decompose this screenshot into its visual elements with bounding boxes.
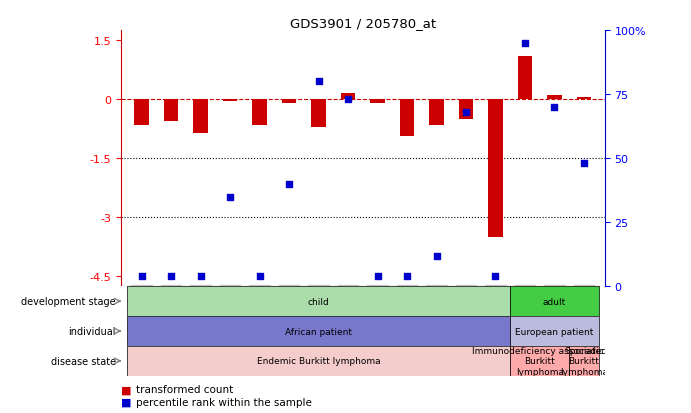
- Bar: [510, 287, 598, 316]
- Bar: [518, 57, 532, 100]
- Bar: [127, 287, 510, 316]
- Text: ■: ■: [121, 397, 135, 407]
- Point: [225, 194, 236, 200]
- Point: [490, 273, 501, 280]
- Bar: [127, 346, 510, 376]
- Bar: [282, 100, 296, 104]
- Bar: [399, 100, 415, 137]
- Text: ■: ■: [121, 385, 135, 394]
- Point: [254, 273, 265, 280]
- Text: Immunodeficiency associated
Burkitt
lymphoma: Immunodeficiency associated Burkitt lymp…: [472, 346, 607, 376]
- Text: European patient: European patient: [515, 327, 594, 336]
- Point: [549, 104, 560, 111]
- Point: [166, 273, 177, 280]
- Text: transformed count: transformed count: [136, 385, 234, 394]
- Bar: [311, 100, 326, 127]
- Point: [460, 109, 471, 116]
- Point: [136, 273, 147, 280]
- Text: African patient: African patient: [285, 327, 352, 336]
- Bar: [569, 346, 598, 376]
- Point: [372, 273, 383, 280]
- Bar: [193, 100, 208, 133]
- Text: Sporadic
Burkitt
lymphoma: Sporadic Burkitt lymphoma: [560, 346, 608, 376]
- Bar: [576, 98, 591, 100]
- Bar: [223, 100, 238, 102]
- Text: development stage: development stage: [21, 297, 116, 306]
- Text: adult: adult: [543, 297, 566, 306]
- Point: [195, 273, 206, 280]
- Title: GDS3901 / 205780_at: GDS3901 / 205780_at: [290, 17, 436, 30]
- Point: [401, 273, 413, 280]
- Point: [313, 79, 324, 85]
- Bar: [429, 100, 444, 126]
- Point: [431, 253, 442, 259]
- Point: [343, 97, 354, 103]
- Text: disease state: disease state: [51, 356, 116, 366]
- Bar: [488, 100, 503, 237]
- Point: [578, 161, 589, 167]
- Bar: [510, 346, 569, 376]
- Bar: [547, 96, 562, 100]
- Bar: [127, 316, 510, 346]
- Point: [283, 181, 294, 188]
- Text: Endemic Burkitt lymphoma: Endemic Burkitt lymphoma: [257, 356, 380, 366]
- Bar: [341, 94, 355, 100]
- Point: [520, 40, 531, 47]
- Text: child: child: [307, 297, 330, 306]
- Bar: [134, 100, 149, 126]
- Text: individual: individual: [68, 326, 116, 336]
- Bar: [510, 316, 598, 346]
- Text: percentile rank within the sample: percentile rank within the sample: [136, 397, 312, 407]
- Bar: [459, 100, 473, 119]
- Bar: [164, 100, 178, 121]
- Bar: [370, 100, 385, 104]
- Bar: [252, 100, 267, 126]
